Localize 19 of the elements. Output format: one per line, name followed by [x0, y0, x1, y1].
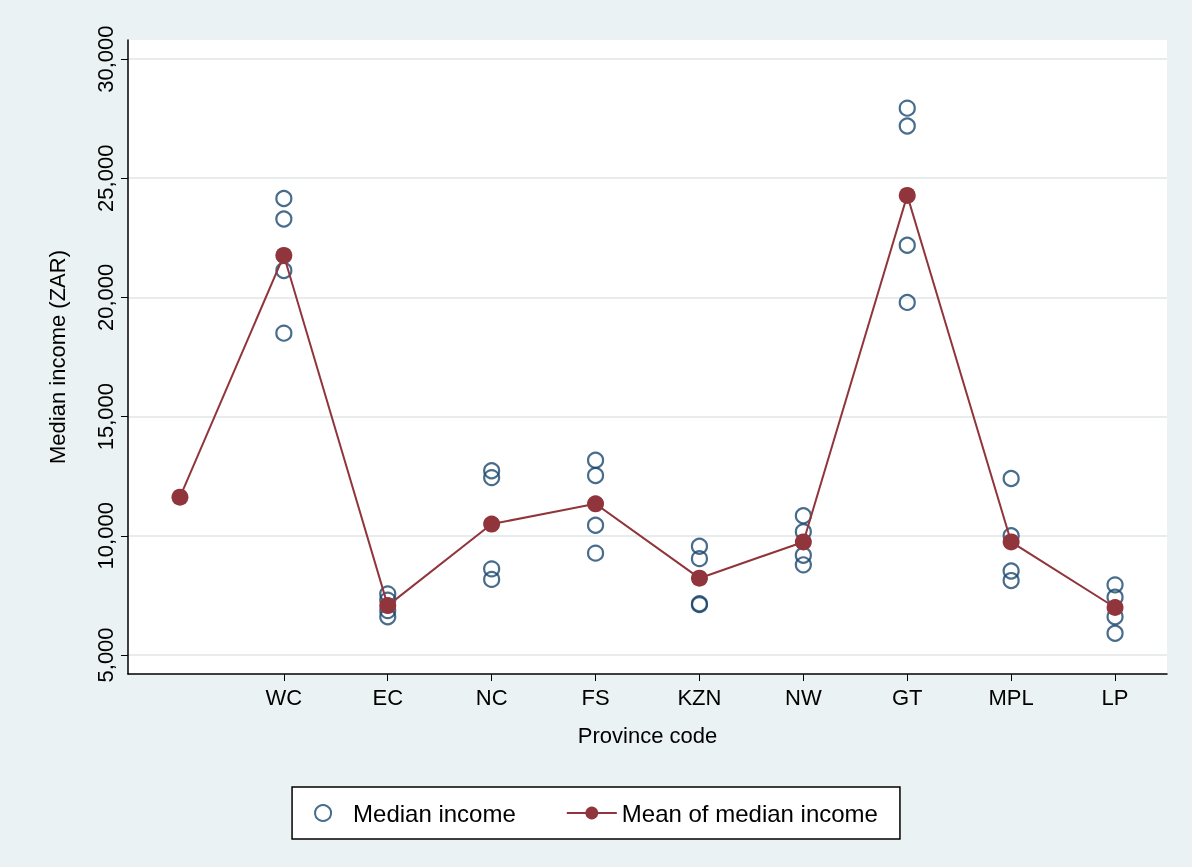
- x-tick-label: GT: [891, 684, 923, 710]
- x-tick-label: EC: [372, 684, 404, 710]
- y-tick-label: 10,000: [92, 502, 118, 570]
- x-tick-label: MPL: [988, 684, 1034, 710]
- y-tick-label: 25,000: [92, 144, 118, 212]
- y-tick-label: 15,000: [92, 382, 118, 451]
- x-axis-title: Province code: [577, 722, 718, 748]
- x-tick-label: KZN: [677, 684, 722, 710]
- y-tick-label: 30,000: [92, 25, 118, 93]
- legend-label: Mean of median income: [621, 799, 878, 827]
- y-tick-label: 20,000: [92, 263, 118, 332]
- x-tick-label: FS: [581, 684, 610, 710]
- x-tick-label: LP: [1101, 684, 1129, 710]
- y-axis-title: Median income (ZAR): [44, 250, 70, 464]
- y-tick-label: 5,000: [92, 627, 118, 683]
- x-tick-label: WC: [265, 684, 303, 710]
- legend-label: Median income: [353, 799, 516, 827]
- x-tick-label: NC: [475, 684, 508, 710]
- x-tick-label: NW: [785, 684, 822, 710]
